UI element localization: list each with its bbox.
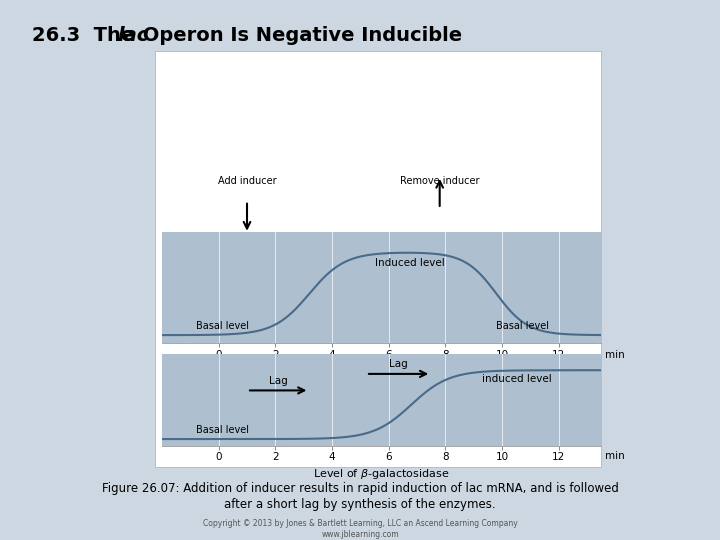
Text: Add inducer: Add inducer <box>217 176 276 186</box>
Text: Basal level: Basal level <box>496 321 549 330</box>
Text: Basal level: Basal level <box>196 321 249 330</box>
Text: www.jblearning.com: www.jblearning.com <box>321 530 399 539</box>
Text: Remove inducer: Remove inducer <box>400 176 480 186</box>
Text: min: min <box>606 349 625 360</box>
Text: Induced level: Induced level <box>374 258 444 268</box>
Text: lac: lac <box>117 25 148 45</box>
Text: after a short lag by synthesis of the enzymes.: after a short lag by synthesis of the en… <box>224 498 496 511</box>
Text: Lag: Lag <box>390 360 408 369</box>
Text: Basal level: Basal level <box>196 426 249 435</box>
Text: induced level: induced level <box>482 374 552 384</box>
X-axis label: Level of $\mathit{lac}$ mRNA: Level of $\mathit{lac}$ mRNA <box>330 364 433 376</box>
X-axis label: Level of $\beta$-galactosidase: Level of $\beta$-galactosidase <box>313 467 450 481</box>
Text: Lag: Lag <box>269 376 287 386</box>
Text: Operon Is Negative Inducible: Operon Is Negative Inducible <box>136 25 462 45</box>
Text: min: min <box>606 451 625 461</box>
Text: 26.3  The: 26.3 The <box>32 25 141 45</box>
Text: Figure 26.07: Addition of inducer results in rapid induction of lac mRNA, and is: Figure 26.07: Addition of inducer result… <box>102 482 618 495</box>
Text: Copyright © 2013 by Jones & Bartlett Learning, LLC an Ascend Learning Company: Copyright © 2013 by Jones & Bartlett Lea… <box>202 519 518 528</box>
